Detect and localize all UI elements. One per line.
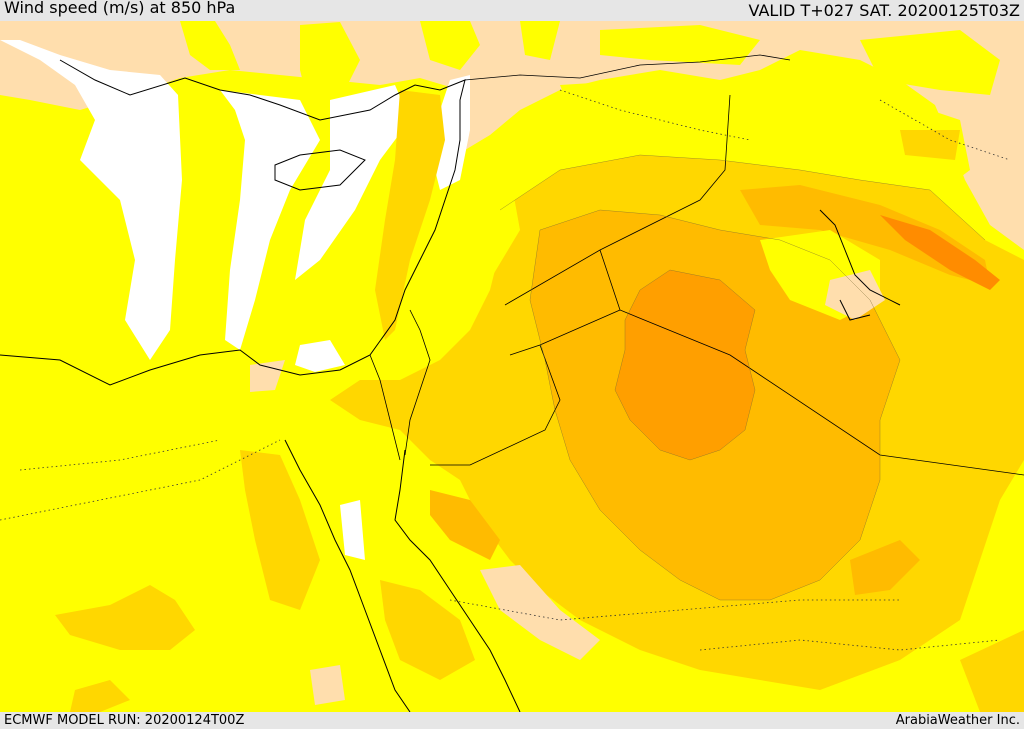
wind-region-tan xyxy=(250,360,285,392)
map-footer: ECMWF MODEL RUN: 20200124T00Z ArabiaWeat… xyxy=(0,712,1024,729)
contour-lines xyxy=(499,154,986,601)
wind-speed-map xyxy=(0,21,1024,712)
wind-region-yellow xyxy=(300,22,360,110)
wind-region-gold xyxy=(70,680,130,712)
credit-label: ArabiaWeather Inc. xyxy=(895,713,1020,728)
coastline-red-sea xyxy=(284,439,521,712)
wind-region-amber xyxy=(740,185,990,285)
valid-time-label: VALID T+027 SAT. 20200125T03Z xyxy=(748,1,1020,20)
wind-region-dark-orange xyxy=(880,215,1000,290)
wind-region-tan xyxy=(825,270,885,320)
wind-region-gold xyxy=(960,630,1024,712)
wind-region-gold xyxy=(55,585,195,650)
wind-region-yellow xyxy=(420,21,480,70)
wind-region-gold-levant xyxy=(375,90,445,340)
wind-region-gold xyxy=(900,130,960,160)
wind-region-white xyxy=(295,340,345,372)
coastline-cyprus xyxy=(274,149,366,191)
coastline-gulf xyxy=(819,209,901,321)
wind-region-white-east xyxy=(295,85,410,280)
wind-region-yellow xyxy=(445,175,520,290)
wind-region-white xyxy=(340,500,365,560)
wind-region-yellow xyxy=(600,25,760,65)
map-header: Wind speed (m/s) at 850 hPa VALID T+027 … xyxy=(0,0,1024,21)
wind-region-tan xyxy=(310,665,345,705)
wind-region-yellow xyxy=(520,21,560,60)
wind-region-gold xyxy=(240,450,320,610)
wind-region-white-west xyxy=(0,40,182,360)
coastline-mediterranean xyxy=(0,59,466,386)
dotted-boundaries xyxy=(0,89,1011,651)
wind-region-white-central xyxy=(220,90,320,350)
wind-speed-map-canvas xyxy=(0,21,1024,712)
border-lines xyxy=(369,54,1024,476)
model-run-label: ECMWF MODEL RUN: 20200124T00Z xyxy=(4,713,245,728)
wind-region-tan xyxy=(480,565,600,660)
wind-region-amber xyxy=(430,490,500,560)
map-title: Wind speed (m/s) at 850 hPa xyxy=(4,0,236,17)
wind-region-yellow xyxy=(180,21,240,70)
wind-region-orange xyxy=(615,270,755,460)
wind-region-yellow xyxy=(560,80,720,135)
wind-region-amber xyxy=(850,540,920,595)
wind-region-yellow xyxy=(860,30,1000,95)
wind-region-gold xyxy=(380,580,475,680)
